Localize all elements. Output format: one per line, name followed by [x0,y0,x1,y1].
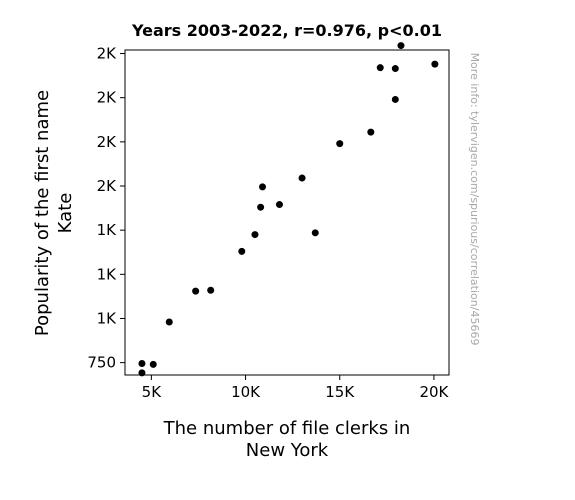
data-point [207,286,215,294]
data-point [192,287,200,295]
data-point [336,140,344,148]
x-axis-label-line-2: New York [246,440,329,461]
y-tick-label: 1K [97,309,118,327]
data-point [251,231,259,239]
watermark-text: More info: tylervigen.com/spurious/corre… [468,53,481,346]
data-point [367,128,375,136]
data-points [138,42,439,377]
x-tick-label: 15K [325,383,355,401]
data-point [165,318,173,326]
data-point [376,64,384,72]
y-tick-label: 2K [97,177,118,195]
data-point [391,95,399,103]
y-axis: 750 1K 1K 1K 2K 2K 2K 2K [87,45,125,372]
data-point [149,360,157,368]
y-tick-label: 1K [97,265,118,283]
data-point [238,247,246,255]
y-axis-label-line-2: Kate [55,193,76,234]
data-point [257,203,265,211]
plot-area: 5K 10K 15K 20K 750 1K 1K 1K 2K 2K 2K 2K [87,42,450,401]
data-point [311,229,319,237]
y-tick-label: 750 [87,354,116,372]
x-tick-label: 5K [142,383,163,401]
data-point [391,65,399,73]
x-tick-label: 20K [419,383,449,401]
data-point [431,60,439,68]
y-tick-label: 2K [97,89,118,107]
data-point [275,201,283,209]
y-tick-label: 2K [97,45,118,63]
data-point [397,42,405,50]
data-point [138,369,146,377]
chart-title: Years 2003-2022, r=0.976, p<0.01 [131,21,442,40]
data-point [298,174,306,182]
data-point [259,183,267,191]
x-tick-label: 10K [231,383,261,401]
x-axis-label-line-1: The number of file clerks in [163,418,411,439]
x-axis: 5K 10K 15K 20K [142,375,450,401]
y-tick-label: 1K [97,221,118,239]
data-point [138,360,146,368]
plot-frame [124,49,450,376]
y-tick-label: 2K [97,133,118,151]
y-axis-label-line-1: Popularity of the first name [32,90,53,336]
